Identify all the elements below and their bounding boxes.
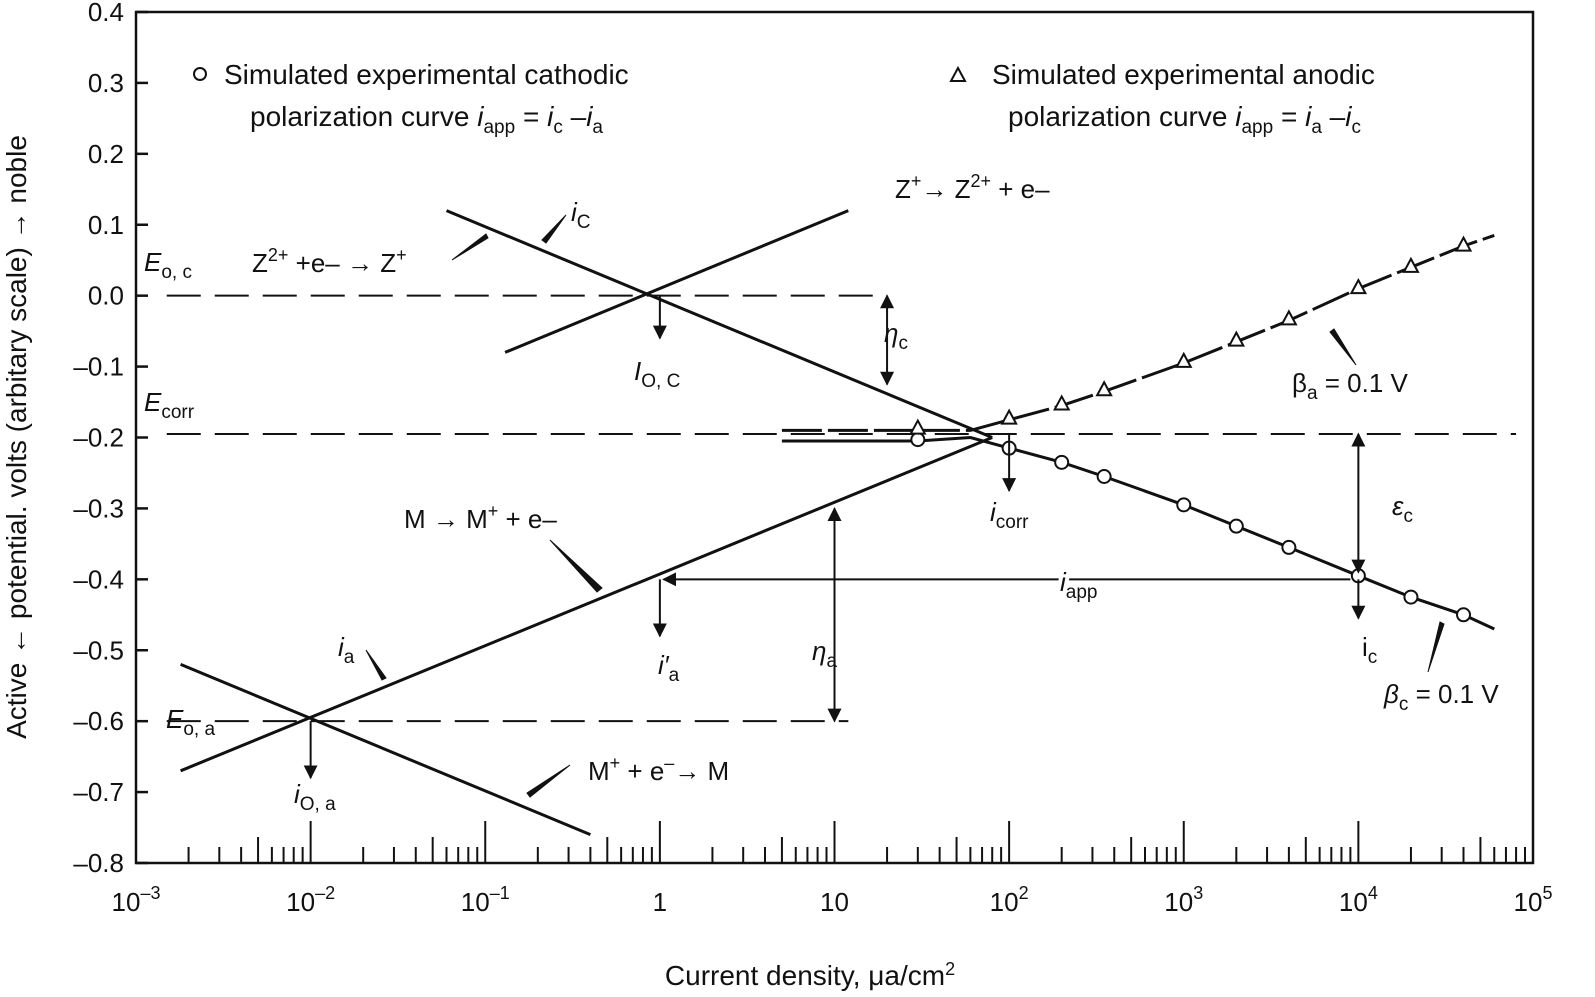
y-tick-label: –0.7 [73,777,124,807]
label-e-corr: Ecorr [144,387,195,423]
cathodic-point [1228,518,1244,534]
anodic-point [1227,330,1245,347]
arrows-layer [303,294,1366,780]
anodic-point [909,418,927,435]
anodic-point [1095,380,1113,397]
y-tick-label: 0.4 [88,0,124,27]
x-tick-label: 10–3 [112,883,161,917]
x-tick-label: 10–1 [461,883,510,917]
y-tick-label: –0.5 [73,635,124,665]
label-m-reduction: M+ + e–→ M [588,753,729,786]
anodic-point [1000,408,1018,425]
series-z-reduction [445,209,993,439]
leader-beta-a [1329,328,1357,366]
tick-labels: 0.4 0.3 0.2 0.1 0.0 –0.1 –0.2 –0.3 –0.4 –0.5 –0.6 –… [73,0,1552,917]
x-tick-label: 102 [990,883,1029,917]
y-tick-label: 0.1 [88,210,124,240]
leader-m-reduction [526,764,571,798]
x-tick-label: 104 [1339,883,1378,917]
label-eta-a: ηa [812,636,837,672]
leader-z-reduction [451,233,489,261]
annotations: Eo, c Ecorr Eo, a Z2+ +e– → Z+ Z+→ Z2+ +… [144,171,1499,815]
x-tick-label: 1 [653,887,667,917]
leader-i-c [541,214,567,244]
legend-anodic-line2-pre: polarization curve [1008,101,1235,132]
anodic-point [1402,256,1420,273]
reference-lines [166,294,1517,723]
x-tick-label: 105 [1514,883,1553,917]
anodic-point [1349,278,1368,295]
legend: Simulated experimental cathodic polariza… [193,59,1375,138]
cathodic-point [1096,469,1112,485]
leader-beta-c [1427,621,1445,673]
series-cathodic-polarization [781,435,1495,631]
label-z-reduction: Z2+ +e– → Z+ [252,245,407,278]
label-e-oc: Eo, c [144,247,192,283]
series-m-reduction [180,663,591,836]
cathodic-point [1054,454,1070,470]
y-tick-label: –0.3 [73,493,124,523]
x-axis-title-text: Current density, μa/cm [665,960,945,991]
leader-m-oxidation [549,539,603,593]
label-i-c: iC [571,197,591,233]
legend-cathodic-line2-pre: polarization curve [250,101,477,132]
anodic-point [1053,394,1071,411]
series-layer [180,209,1495,836]
label-i-corr: icorr [990,497,1029,533]
y-tick-label: –0.2 [73,423,124,453]
cathodic-point [1281,539,1297,555]
legend-triangle-marker [949,65,967,82]
y-tick-label: –0.6 [73,706,124,736]
y-tick-label: 0.3 [88,68,124,98]
label-m-oxidation: M → M+ + e– [404,501,557,534]
label-i-prime-a: i′a [658,650,680,686]
legend-cathodic-line2: polarization curve iapp = ic –ia [250,101,603,138]
y-tick-label: –0.4 [73,564,124,594]
y-tick-label: 0.0 [88,281,124,311]
label-eps-c: εc [1392,491,1413,527]
label-i-app: iapp [1060,567,1097,603]
axes [135,10,1527,865]
legend-cathodic-line1: Simulated experimental cathodic [224,59,629,90]
cathodic-point [1403,589,1419,605]
plot-frame [134,10,1535,865]
leader-i-a [365,649,387,681]
y-tick-label: 0.2 [88,139,124,169]
x-axis-title-sup: 2 [945,959,955,979]
x-tick-label: 10–2 [286,883,335,917]
markers-layer [909,235,1473,623]
label-i-a: ia [338,632,355,668]
y-tick-label: –0.1 [73,352,124,382]
label-z-oxidation: Z+→ Z2+ + e– [895,171,1050,204]
leader-lines [365,214,1445,798]
label-beta-a: βa = 0.1 V [1292,368,1409,404]
cathodic-point [1456,607,1472,623]
cathodic-point [910,432,926,448]
label-e-oa: Eo, a [166,704,215,740]
legend-anodic-line2: polarization curve iapp = ia –ic [1008,101,1361,138]
legend-anodic-line1: Simulated experimental anodic [992,59,1375,90]
legend-circle-marker [193,67,207,81]
label-i-c-right: ic [1362,632,1377,668]
y-axis-title: Active ← potential. volts (arbitary scal… [1,135,32,739]
series-m-oxidation [180,436,993,773]
label-i-oa: iO, a [294,779,336,815]
anodic-point [1175,351,1193,368]
label-beta-c: βc = 0.1 V [1383,679,1499,715]
anodic-point [1454,235,1473,252]
anodic-point [1280,309,1298,326]
label-i-oc: IO, C [634,356,680,392]
x-tick-label: 103 [1164,883,1203,917]
y-tick-label: –0.8 [73,848,124,878]
x-axis-title: Current density, μa/cm2 [665,959,955,991]
series-z-oxidation [504,209,849,354]
x-tick-label: 10 [820,887,849,917]
label-eta-c: ηc [884,318,908,354]
cathodic-point [1176,497,1192,513]
